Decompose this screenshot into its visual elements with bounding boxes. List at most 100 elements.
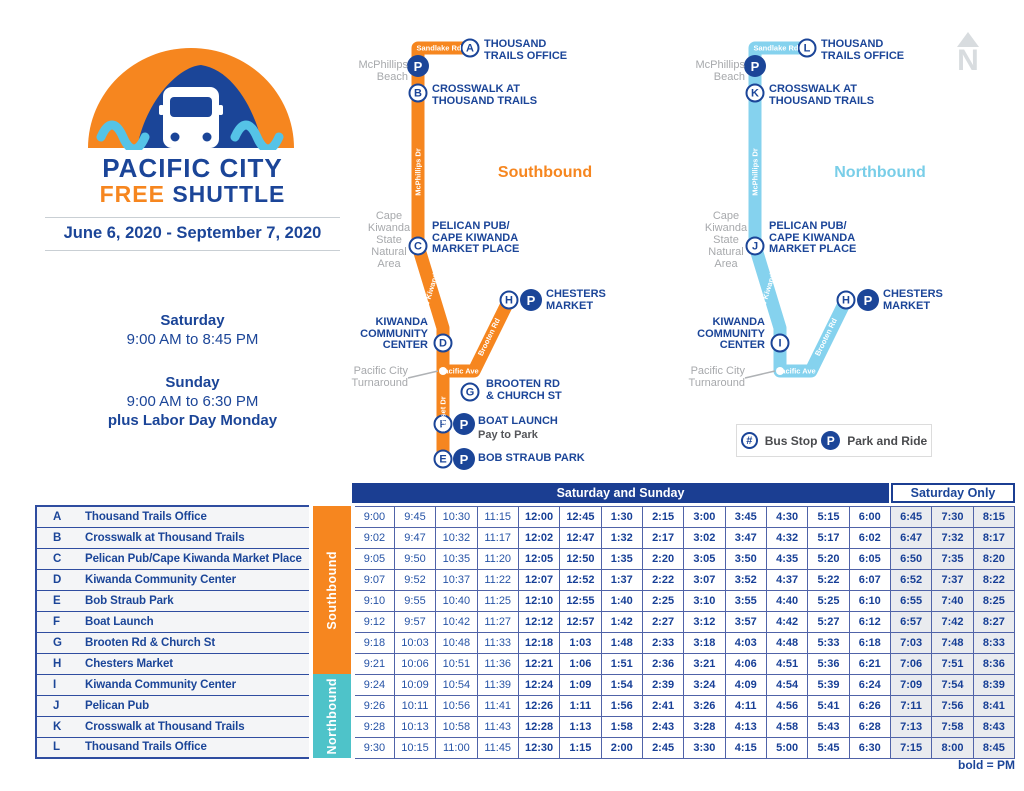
time-cell: 7:30 (931, 505, 974, 528)
time-cell: 8:43 (972, 715, 1016, 738)
stop-name-cell: E Bob Straub Park (35, 590, 313, 612)
time-cell: 8:45 (972, 736, 1016, 759)
time-cell: 11:17 (476, 526, 519, 549)
stop-label-g: BROOTEN RD & CHURCH ST (486, 378, 562, 402)
time-cell: 8:33 (972, 631, 1016, 654)
time-cell: 5:33 (807, 631, 850, 654)
table-row: G Brooten Rd & Church St 9:18 10:03 10:48 11:… (35, 631, 1016, 654)
service-hours: Saturday 9:00 AM to 8:45 PM Sunday 9:00 … (45, 311, 340, 430)
stop-marker-h-sb: H (499, 290, 519, 310)
legend-bus-stop: # Bus Stop (740, 432, 817, 449)
time-cell: 12:07 (517, 568, 561, 591)
north-arrow: N (948, 32, 988, 76)
time-cell: 1:09 (559, 673, 602, 696)
table-row: D Kiwanda Community Center 9:07 9:52 10:37 11… (35, 568, 1016, 591)
stop-name: Thousand Trails Office (85, 510, 207, 523)
time-cell: 8:25 (972, 589, 1016, 612)
time-cell: 5:43 (807, 715, 850, 738)
road-label-pacific-sb: Pacific Ave (439, 366, 479, 376)
table-row: H Chesters Market 9:21 10:06 10:51 11:36 12:21… (35, 652, 1016, 675)
northbound-turnaround-leader (744, 370, 776, 379)
stop-letter: I (53, 678, 57, 691)
time-cell: 10:03 (393, 631, 437, 654)
time-cell: 6:21 (848, 652, 891, 675)
stop-letter: H (53, 657, 62, 670)
time-cell: 12:02 (517, 526, 561, 549)
time-cell: 4:37 (765, 568, 809, 591)
time-cell: 8:27 (972, 610, 1016, 633)
time-cell: 11:41 (476, 694, 519, 717)
stop-label-i: KIWANDA COMMUNITY CENTER (697, 316, 765, 351)
stop-marker-a: A (460, 38, 480, 58)
stop-name: Kiwanda Community Center (85, 678, 236, 691)
time-cell: 4:15 (724, 736, 767, 759)
time-cell: 8:00 (931, 736, 974, 759)
road-label-sandlake-sb: Sandlake Rd (416, 43, 462, 53)
time-cell: 1:37 (600, 568, 643, 591)
stop-letter: D (53, 573, 62, 586)
time-cell: 9:18 (352, 631, 395, 654)
time-cell: 2:39 (641, 673, 685, 696)
time-cell: 8:22 (972, 568, 1016, 591)
time-cell: 12:30 (517, 736, 561, 759)
time-cell: 3:26 (683, 694, 726, 717)
time-cell: 8:41 (972, 694, 1016, 717)
time-cell: 5:22 (807, 568, 850, 591)
time-cell: 1:11 (559, 694, 602, 717)
stop-name: Kiwanda Community Center (85, 573, 236, 586)
header-saturday-and-sunday: Saturday and Sunday (352, 483, 889, 503)
southbound-direction-label: Southbound (497, 164, 593, 181)
time-cell: 10:40 (435, 589, 478, 612)
time-cell: 10:06 (393, 652, 437, 675)
time-cell: 8:15 (972, 505, 1016, 528)
time-cell: 5:15 (807, 505, 850, 528)
time-cell: 9:07 (352, 568, 395, 591)
time-cell: 2:41 (641, 694, 685, 717)
time-cell: 3:02 (683, 526, 726, 549)
time-cell: 2:00 (600, 736, 643, 759)
time-cell: 7:32 (931, 526, 974, 549)
time-cell: 1:56 (600, 694, 643, 717)
time-cell: 9:26 (352, 694, 395, 717)
stop-letter: G (53, 636, 62, 649)
time-cell: 11:00 (435, 736, 478, 759)
time-cell: 3:10 (683, 589, 726, 612)
table-row: I Kiwanda Community Center Northbound 9:24 1… (35, 673, 1016, 758)
time-cell: 11:20 (476, 547, 519, 570)
time-cell: 4:40 (765, 589, 809, 612)
time-cell: 3:18 (683, 631, 726, 654)
time-cell: 6:28 (848, 715, 891, 738)
time-cell: 9:30 (352, 736, 395, 759)
stop-name-cell: F Boat Launch (35, 611, 313, 633)
time-cell: 7:03 (889, 631, 933, 654)
labor-day-note: plus Labor Day Monday (107, 412, 278, 429)
stop-name-cell: K Crosswalk at Thousand Trails (35, 716, 313, 738)
time-cell: 4:35 (765, 547, 809, 570)
stop-name-cell: G Brooten Rd & Church St (35, 632, 313, 654)
time-cell: 7:40 (931, 589, 974, 612)
time-cell: 6:57 (889, 610, 933, 633)
time-cell: 11:22 (476, 568, 519, 591)
time-cell: 11:43 (476, 715, 519, 738)
time-cell: 3:30 (683, 736, 726, 759)
time-cell: 6:24 (848, 673, 891, 696)
time-cell: 4:56 (765, 694, 809, 717)
time-cell: 2:36 (641, 652, 685, 675)
time-cell: 9:00 (352, 505, 395, 528)
time-cell: 1:51 (600, 652, 643, 675)
northbound-direction-label: Northbound (834, 164, 926, 181)
time-cell: 3:28 (683, 715, 726, 738)
time-cell: 1:03 (559, 631, 602, 654)
table-row: C Pelican Pub/Cape Kiwanda Market Place 9:… (35, 547, 1016, 570)
time-cell: 6:10 (848, 589, 891, 612)
stop-name-cell: C Pelican Pub/Cape Kiwanda Market Place (35, 548, 313, 570)
time-cell: 6:50 (889, 547, 933, 570)
stop-name-cell: I Kiwanda Community Center (35, 674, 313, 696)
time-cell: 3:07 (683, 568, 726, 591)
stop-name: Thousand Trails Office (85, 741, 207, 754)
table-row: F Boat Launch 9:12 9:57 10:42 11:27 12:12 12:57… (35, 610, 1016, 633)
time-cell: 6:55 (889, 589, 933, 612)
time-cell: 3:47 (724, 526, 767, 549)
time-cell: 12:12 (517, 610, 561, 633)
time-cell: 7:42 (931, 610, 974, 633)
